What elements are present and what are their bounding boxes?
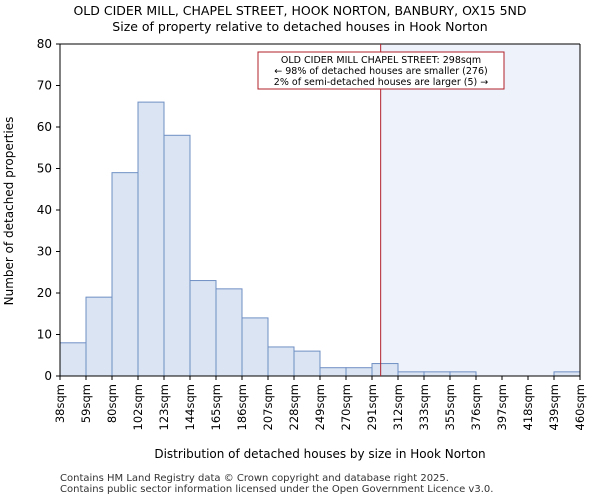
x-tick-label: 460sqm — [573, 384, 587, 430]
histogram-bar — [267, 346, 295, 377]
histogram-bar — [137, 101, 165, 377]
x-tick-label: 333sqm — [417, 384, 431, 430]
chart-subtitle: Size of property relative to detached ho… — [112, 19, 488, 34]
x-tick-label: 144sqm — [183, 384, 197, 430]
histogram-bar — [189, 280, 217, 377]
histogram-bar — [293, 350, 321, 377]
x-tick-label: 249sqm — [313, 384, 327, 430]
histogram-bar — [397, 371, 425, 377]
histogram-bar — [163, 134, 191, 377]
x-tick-label: 123sqm — [157, 384, 171, 430]
histogram-bar — [85, 296, 113, 377]
x-tick-label: 376sqm — [469, 384, 483, 430]
x-tick-label: 291sqm — [365, 384, 379, 430]
histogram-bar — [449, 371, 477, 377]
chart-title: OLD CIDER MILL, CHAPEL STREET, HOOK NORT… — [73, 3, 527, 18]
y-axis-label: Number of detached properties — [2, 117, 16, 306]
x-axis-label: Distribution of detached houses by size … — [154, 447, 485, 461]
x-tick-label: 102sqm — [131, 384, 145, 430]
y-tick-label: 70 — [37, 79, 52, 93]
y-tick-label: 0 — [44, 369, 52, 383]
x-tick-label: 270sqm — [339, 384, 353, 430]
y-tick-label: 40 — [37, 203, 52, 217]
histogram-bar — [59, 342, 87, 377]
histogram-bar — [319, 367, 347, 377]
y-tick-label: 80 — [37, 37, 52, 51]
y-tick-label: 60 — [37, 120, 52, 134]
x-tick-label: 355sqm — [443, 384, 457, 430]
x-tick-label: 59sqm — [79, 384, 93, 423]
footer-licence: Contains public sector information licen… — [60, 484, 494, 495]
x-tick-label: 228sqm — [287, 384, 301, 430]
x-tick-label: 397sqm — [495, 384, 509, 430]
x-tick-label: 186sqm — [235, 384, 249, 430]
histogram-bar — [371, 363, 399, 377]
histogram-bar — [215, 288, 243, 377]
y-tick-label: 50 — [37, 162, 52, 176]
histogram-bar — [423, 371, 451, 377]
x-tick-label: 312sqm — [391, 384, 405, 430]
annotation-line: 2% of semi-detached houses are larger (5… — [274, 77, 488, 88]
x-tick-label: 207sqm — [261, 384, 275, 430]
histogram-bar — [241, 317, 269, 377]
footer-copyright: Contains HM Land Registry data © Crown c… — [60, 473, 449, 484]
y-tick-label: 30 — [37, 245, 52, 259]
annotation-line: ← 98% of detached houses are smaller (27… — [274, 66, 487, 77]
y-tick-label: 10 — [37, 328, 52, 342]
histogram-bar — [553, 371, 581, 377]
x-tick-label: 38sqm — [53, 384, 67, 423]
histogram-chart: 0 10 20 30 40 50 60 70 80 38sqm 59sqm 80sqm 102sqm 12… — [2, 37, 587, 461]
annotation-box — [257, 51, 505, 90]
histogram-bar — [111, 172, 139, 377]
y-tick-label: 20 — [37, 286, 52, 300]
x-tick-label: 418sqm — [521, 384, 535, 430]
x-tick-label: 439sqm — [547, 384, 561, 430]
x-tick-label: 80sqm — [105, 384, 119, 423]
histogram-bar — [345, 367, 373, 377]
x-tick-label: 165sqm — [209, 384, 223, 430]
annotation-line: OLD CIDER MILL CHAPEL STREET: 298sqm — [281, 55, 481, 66]
highlight-region — [380, 44, 580, 376]
